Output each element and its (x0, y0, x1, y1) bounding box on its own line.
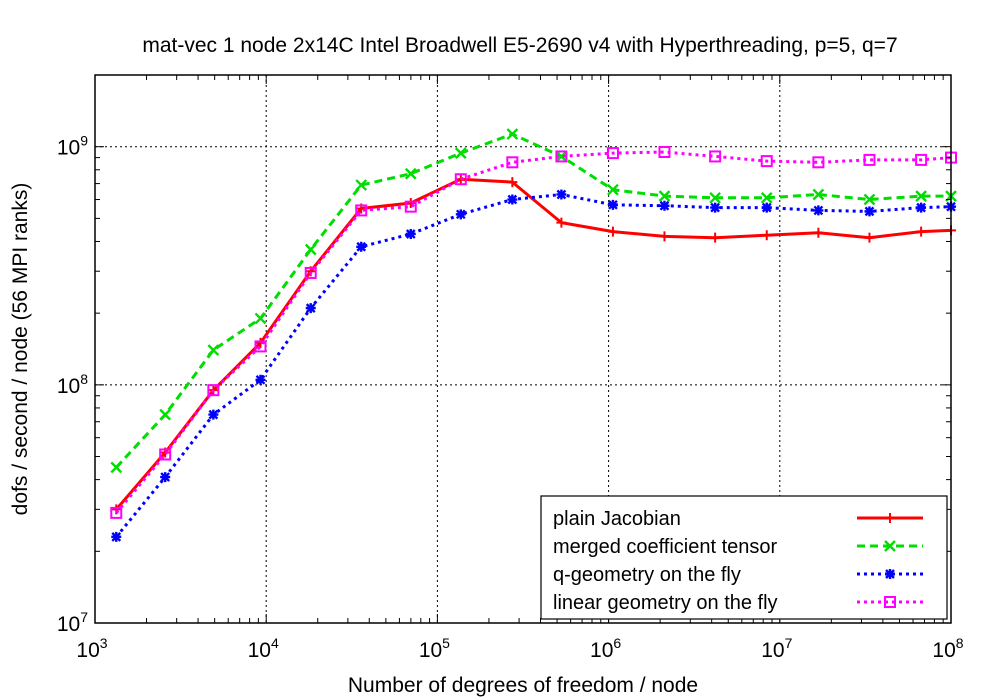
data-point (506, 128, 519, 140)
x-tick-label: 105 (419, 635, 450, 662)
data-point (111, 531, 122, 542)
legend-marker (885, 569, 895, 579)
x-tick-label: 107 (761, 635, 792, 662)
y-tick-label: 109 (57, 133, 88, 160)
legend-label: linear geometry on the fly (553, 592, 778, 614)
plot-frame (94, 74, 952, 624)
data-point (405, 228, 416, 239)
series-line (115, 193, 952, 538)
data-point (812, 188, 825, 201)
data-point (405, 198, 416, 209)
y-tick-label: 108 (57, 371, 88, 398)
data-point (110, 506, 123, 519)
data-point (916, 226, 927, 237)
data-point (915, 153, 928, 166)
data-point (507, 194, 518, 205)
legend-label: plain Jacobian (553, 508, 681, 530)
data-point (455, 174, 466, 185)
data-point (254, 340, 267, 353)
legend-marker (884, 540, 896, 552)
series-line (115, 132, 951, 469)
legend-label: q-geometry on the fly (553, 564, 741, 586)
legend-marker (885, 513, 895, 523)
data-point (813, 205, 824, 216)
data-point (304, 266, 317, 279)
data-point (159, 448, 172, 461)
data-point (606, 147, 619, 160)
data-point (555, 150, 568, 163)
x-tick-label: 103 (76, 635, 107, 662)
data-point (709, 150, 722, 163)
series-line (115, 150, 952, 514)
data-point (304, 243, 317, 256)
data-point (255, 374, 266, 385)
x-tick-label: 106 (590, 635, 621, 662)
data-point (159, 408, 172, 421)
data-point (659, 200, 670, 211)
data-point (607, 199, 618, 210)
y-axis-label: dofs / second / node (56 MPI ranks) (9, 183, 32, 516)
data-point (812, 156, 825, 169)
data-point (761, 202, 772, 213)
x-tick-label: 104 (248, 635, 279, 662)
data-point (110, 461, 123, 474)
data-point (658, 145, 671, 158)
data-point (305, 303, 316, 314)
data-point (710, 232, 721, 243)
tick-labels: 103 104 105 106 107 108 107 108 109 (57, 133, 964, 662)
data-point (863, 193, 876, 206)
data-point (760, 155, 773, 168)
data-point (658, 190, 671, 202)
data-point (507, 177, 518, 188)
data-point (207, 384, 220, 397)
data-point (356, 241, 367, 252)
series-layer (110, 128, 957, 542)
data-point (454, 173, 467, 186)
data-point (208, 409, 219, 420)
data-point (556, 217, 567, 228)
data-point (404, 167, 417, 180)
data-point (207, 344, 220, 356)
series-line (115, 177, 952, 511)
data-point (760, 191, 773, 204)
data-point (355, 204, 368, 217)
y-tick-label: 107 (57, 609, 88, 636)
data-point (916, 202, 927, 213)
data-point (709, 191, 721, 204)
legend-marker (884, 596, 896, 608)
data-point (761, 230, 772, 241)
data-point (254, 312, 267, 325)
data-point (607, 183, 619, 196)
data-point (455, 209, 466, 220)
data-point (555, 150, 568, 163)
x-tick-label: 108 (932, 635, 963, 662)
legend: plain Jacobian merged coefficient tensor q… (540, 495, 948, 620)
data-point (404, 200, 417, 213)
data-point (454, 147, 467, 159)
axis-ticks (94, 75, 952, 624)
data-point (864, 232, 875, 243)
x-axis-label: Number of degrees of freedom / node (348, 674, 698, 697)
data-point (813, 227, 824, 238)
data-point (864, 206, 875, 217)
data-point (556, 189, 567, 200)
chart-title: mat-vec 1 node 2x14C Intel Broadwell E5-… (142, 34, 897, 57)
data-point (710, 202, 721, 213)
data-point (607, 226, 618, 237)
data-point (915, 190, 927, 202)
data-point (355, 179, 368, 191)
series-1 (110, 128, 957, 474)
series-3 (110, 145, 957, 519)
series-0 (111, 174, 956, 515)
data-point (506, 156, 519, 169)
legend-label: merged coefficient tensor (553, 536, 778, 558)
data-point (659, 231, 670, 242)
data-point (160, 472, 171, 483)
data-point (863, 153, 876, 166)
